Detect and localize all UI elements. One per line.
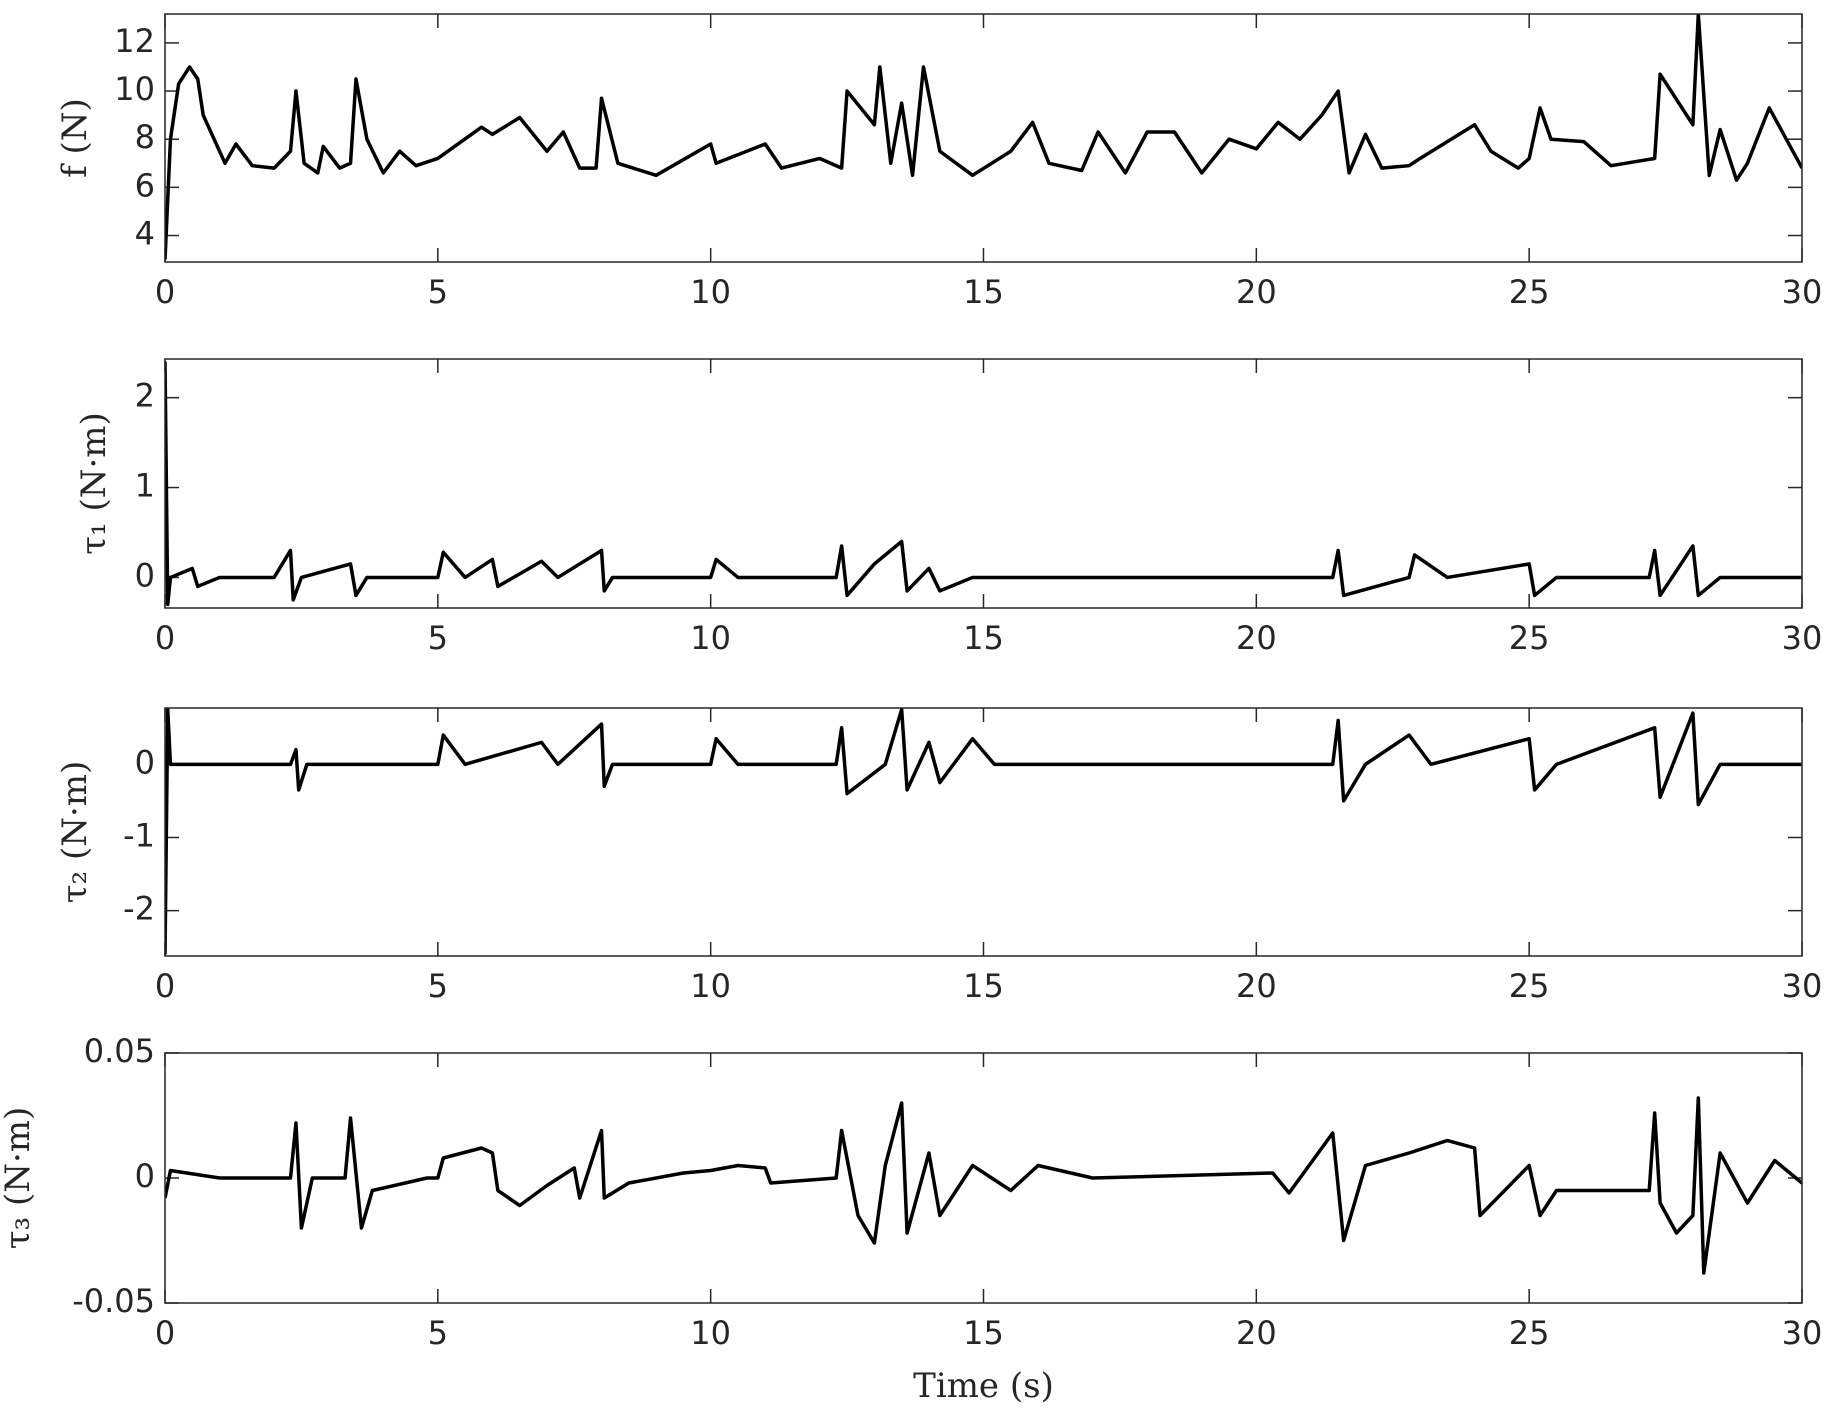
data-line	[165, 361, 1802, 607]
y-tick-label: 0.05	[84, 1032, 155, 1070]
x-tick-label: 0	[155, 273, 175, 311]
x-tick-label: 15	[963, 273, 1004, 311]
x-tick-label: 15	[963, 619, 1004, 657]
x-tick-label: 10	[690, 967, 731, 1005]
y-tick-label: 0	[135, 556, 155, 594]
x-tick-label: 20	[1236, 967, 1277, 1005]
x-tick-label: 0	[155, 619, 175, 657]
y-tick-label: 8	[135, 118, 155, 156]
x-tick-label: 30	[1782, 619, 1823, 657]
y-axis-label: τ₂ (N·m)	[55, 761, 95, 904]
data-line	[165, 14, 1802, 260]
data-line	[165, 1096, 1802, 1275]
y-axis-label: f (N)	[55, 98, 95, 178]
y-tick-label: 2	[135, 377, 155, 415]
y-tick-label: 12	[114, 22, 155, 60]
x-tick-label: 30	[1782, 1314, 1823, 1352]
y-axis-label: τ₁ (N·m)	[74, 412, 114, 555]
axes-frame	[164, 358, 1803, 609]
x-tick-label: 0	[155, 967, 175, 1005]
x-tick-label: 0	[155, 1314, 175, 1352]
x-tick-label: 20	[1236, 619, 1277, 657]
x-tick-label: 30	[1782, 273, 1823, 311]
axes-frame	[164, 13, 1803, 263]
x-tick-label: 15	[963, 967, 1004, 1005]
series	[165, 14, 1802, 260]
plot-area	[165, 359, 1802, 608]
y-tick-label: -1	[123, 816, 155, 854]
x-tick-label: 15	[963, 1314, 1004, 1352]
x-tick-label: 10	[690, 619, 731, 657]
series	[165, 708, 1802, 955]
y-tick-label: -0.05	[72, 1282, 155, 1320]
plot-area	[165, 14, 1802, 262]
x-tick-label: 30	[1782, 967, 1823, 1005]
x-tick-label: 10	[690, 1314, 731, 1352]
x-tick-label: 25	[1509, 1314, 1550, 1352]
x-tick-label: 20	[1236, 1314, 1277, 1352]
plot-area	[165, 1053, 1802, 1303]
series	[165, 361, 1802, 607]
x-tick-label: 25	[1509, 967, 1550, 1005]
x-tick-label: 20	[1236, 273, 1277, 311]
plot-area	[165, 708, 1802, 956]
data-line	[165, 708, 1802, 955]
y-tick-label: 10	[114, 70, 155, 108]
x-axis-label: Time (s)	[913, 1366, 1054, 1406]
y-tick-label: 0	[135, 743, 155, 781]
series	[165, 1096, 1802, 1275]
y-tick-label: -2	[123, 890, 155, 928]
y-tick-label: 1	[135, 467, 155, 505]
x-tick-label: 10	[690, 273, 731, 311]
x-tick-label: 25	[1509, 619, 1550, 657]
x-tick-label: 5	[428, 1314, 448, 1352]
y-tick-label: 6	[135, 166, 155, 204]
x-tick-label: 5	[428, 273, 448, 311]
y-axis-label: τ₃ (N·m)	[0, 1107, 38, 1250]
y-tick-label: 0	[135, 1157, 155, 1195]
x-tick-label: 25	[1509, 273, 1550, 311]
x-tick-label: 5	[428, 619, 448, 657]
axes-frame	[164, 707, 1803, 957]
x-tick-label: 5	[428, 967, 448, 1005]
axes-frame	[164, 1052, 1803, 1304]
y-tick-label: 4	[135, 215, 155, 253]
